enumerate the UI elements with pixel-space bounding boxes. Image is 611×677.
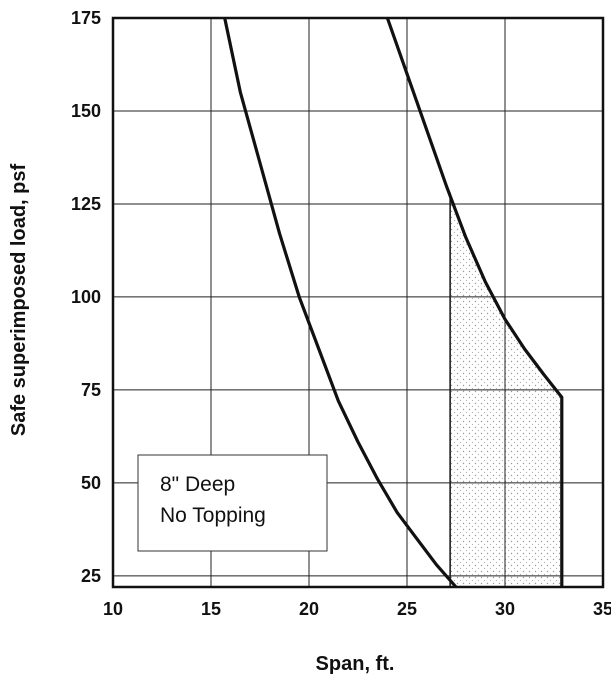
- x-tick-label: 10: [103, 599, 123, 619]
- x-axis-label: Span, ft.: [316, 653, 395, 675]
- x-tick-label: 20: [299, 599, 319, 619]
- y-tick-label: 175: [71, 8, 101, 28]
- y-axis-label: Safe superimposed load, psf: [8, 164, 30, 437]
- annotation-line-1: 8" Deep: [160, 473, 235, 496]
- annotation-line-2: No Topping: [160, 504, 266, 527]
- y-tick-label: 50: [81, 473, 101, 493]
- y-tick-label: 100: [71, 287, 101, 307]
- x-tick-label: 15: [201, 599, 221, 619]
- y-tick-label: 150: [71, 101, 101, 121]
- series-layer: [223, 17, 564, 589]
- x-tick-label: 25: [397, 599, 417, 619]
- x-tick-label: 35: [593, 599, 611, 619]
- y-tick-label: 25: [81, 566, 101, 586]
- series-line-2: [385, 17, 564, 587]
- y-tick-label: 75: [81, 380, 101, 400]
- annotation-box: 8" Deep No Topping: [137, 454, 328, 552]
- series-line-1: [223, 17, 458, 589]
- x-tick-label: 30: [495, 599, 515, 619]
- tick-layer: 10 15 20 25 30 35 25 50 75 100 125 150 175: [71, 8, 611, 619]
- plot-frame: [111, 16, 605, 589]
- y-tick-label: 125: [71, 194, 101, 214]
